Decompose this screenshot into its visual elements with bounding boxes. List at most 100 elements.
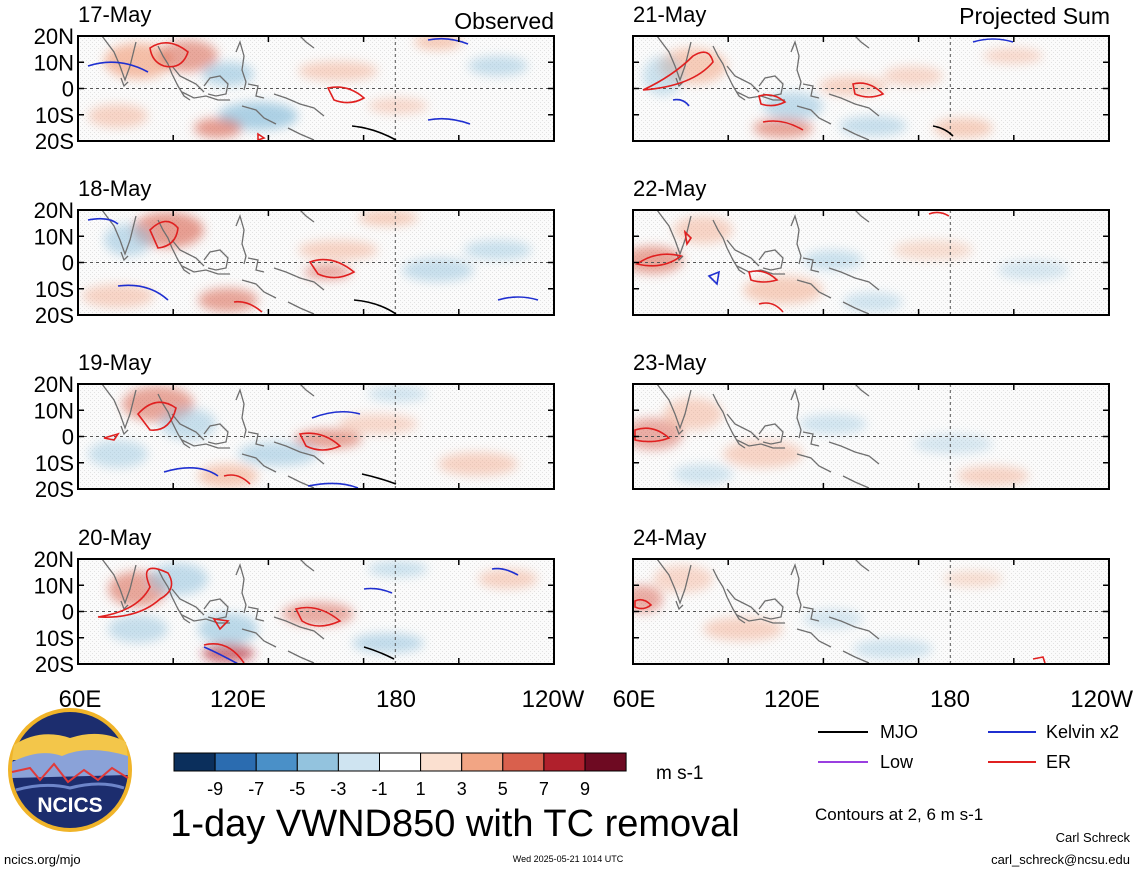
map-panel: 24-May [632,525,1110,665]
coastlines [656,36,880,141]
colorbar-swatch [461,752,504,772]
figure-title: 1-day VWND850 with TC removal [170,803,739,845]
map-panel: 22-May [632,176,1110,316]
colorbar-swatch [502,752,545,772]
wind-shading [88,36,528,138]
lat-label: 20S [35,477,74,502]
footer-author: Carl Schreck [1056,830,1131,845]
lon-label-120e-left: 120E [210,686,266,713]
lat-label: 20S [35,652,74,677]
panel-date-label: 18-May [78,176,151,201]
wind-shading [82,210,532,312]
lon-label-120w-right: 120W [1070,686,1133,713]
wave-contours [642,38,1014,137]
map-panels: 17-May20N10N010S20S18-May20N10N010S20S19… [34,2,1110,677]
panel-date-label: 23-May [633,350,706,375]
panel-date-label: 22-May [633,176,706,201]
legend-mjo-label: MJO [880,722,918,742]
observed-label: Observed [454,8,554,34]
lat-label: 20N [34,24,74,49]
wave-contours [634,427,671,443]
colorbar-swatch [173,752,216,772]
colorbar-tick-label: 3 [457,779,467,799]
coastlines [101,36,325,141]
coastlines [101,559,325,664]
colorbar-tick-label: 1 [416,779,426,799]
colorbar-units: m s-1 [656,763,704,784]
lon-label-180-left: 180 [376,686,416,713]
colorbar-tick-label: -7 [248,779,264,799]
colorbar-tick-label: -5 [289,779,305,799]
lat-label: 0 [62,77,74,102]
wave-contours [103,401,397,489]
lat-label: 0 [62,600,74,625]
panel-date-label: 20-May [78,525,151,550]
ncics-logo-text: NCICS [37,794,102,817]
contours-note: Contours at 2, 6 m s-1 [815,805,983,824]
coastlines [656,210,880,315]
colorbar: -9 -7 -5 -3 -1 1 3 5 7 9 [173,752,627,799]
lat-label: 20N [34,372,74,397]
footer-timestamp: Wed 2025-05-21 1014 UTC [513,854,624,864]
lon-label-180-right: 180 [930,686,970,713]
panel-date-label: 24-May [633,525,706,550]
footer-email: carl_schreck@ncsu.edu [991,852,1130,867]
lat-label: 20S [35,303,74,328]
wind-shading [633,216,1069,312]
legend-low-label: Low [880,752,914,772]
ncics-logo: NCICS [8,708,132,832]
panel-date-label: 19-May [78,350,151,375]
lat-label: 10S [35,103,74,128]
colorbar-swatch [379,752,422,772]
lat-label: 0 [62,251,74,276]
lon-label-120e-right: 120E [764,686,820,713]
colorbar-swatch [255,752,298,772]
colorbar-tick-label: 9 [580,779,590,799]
colorbar-swatch [584,752,627,772]
colorbar-tick-label: -9 [207,779,223,799]
projected-sum-label: Projected Sum [959,3,1110,29]
footer-url: ncics.org/mjo [4,852,81,867]
colorbar-tick-label: 5 [498,779,508,799]
colorbar-tick-label: 7 [539,779,549,799]
wind-shading [643,48,1043,138]
colorbar-swatch [543,752,586,772]
map-panel: 21-May [632,2,1110,142]
wave-contours [634,598,1046,664]
lat-label: 10S [35,451,74,476]
lat-label: 20N [34,547,74,572]
legend-kelvin-label: Kelvin x2 [1046,722,1119,742]
wave-contours [635,211,950,313]
panel-date-label: 21-May [633,2,706,27]
lat-label: 10N [34,224,74,249]
lat-label: 10S [35,626,74,651]
colorbar-swatch [214,752,257,772]
lat-label: 10N [34,50,74,75]
wave-contours [87,217,539,315]
wind-shading [108,561,538,663]
wave-contours [87,37,471,141]
panel-date-label: 17-May [78,2,151,27]
colorbar-swatch [420,752,463,772]
colorbar-swatch [337,752,380,772]
lon-label-120w-left: 120W [522,686,585,713]
legend-er-label: ER [1046,752,1071,772]
lat-label: 0 [62,425,74,450]
lat-label: 20N [34,198,74,223]
legend: MJO Kelvin x2 Low ER Contours at 2, 6 m … [815,722,1119,824]
lat-label: 10N [34,573,74,598]
longitude-axis-labels: 60E 120E 180 120W 60E 120E 180 120W [59,686,1134,713]
lon-label-60e-right: 60E [613,686,656,713]
coastlines [656,384,880,489]
lat-label: 10N [34,398,74,423]
colorbar-tick-label: -3 [330,779,346,799]
lat-label: 10S [35,277,74,302]
lat-label: 20S [35,129,74,154]
colorbar-swatch [296,752,339,772]
map-panel: 23-May [632,350,1110,490]
